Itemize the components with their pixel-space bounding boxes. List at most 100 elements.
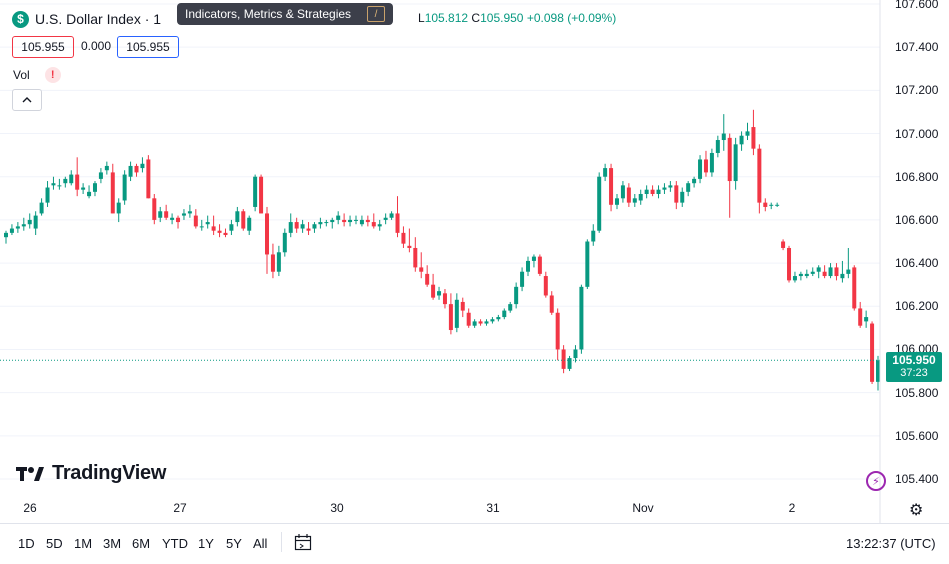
price-tick-label: 105.400	[895, 472, 939, 486]
candle	[656, 185, 661, 199]
candle-body	[359, 219, 364, 225]
candle	[45, 181, 50, 207]
buy-price-box[interactable]: 105.955	[117, 36, 179, 58]
candle-body	[330, 219, 335, 223]
price-tick-label: 106.200	[895, 299, 939, 314]
time-tick-label: 31	[486, 501, 500, 515]
candle	[466, 308, 471, 328]
candle	[520, 267, 525, 292]
candle-body	[63, 178, 68, 184]
candle	[51, 176, 56, 190]
timeframe-1y-button[interactable]: 1Y	[198, 536, 214, 551]
candle	[98, 168, 103, 184]
candle-body	[448, 304, 453, 331]
candle-body	[709, 152, 714, 173]
timeframe-all-button[interactable]: All	[253, 536, 268, 551]
timeframe-5d-button[interactable]: 5D	[46, 536, 63, 551]
candle	[377, 219, 382, 231]
candle	[128, 161, 133, 182]
warning-icon[interactable]: !	[44, 67, 61, 83]
timeframe-3m-button[interactable]: 3M	[103, 536, 122, 551]
candle	[401, 226, 406, 248]
candle	[152, 194, 157, 225]
candle-body	[33, 215, 38, 229]
candle-body	[353, 219, 358, 221]
symbol-name[interactable]: U.S. Dollar Index · 1	[35, 11, 162, 27]
candle	[437, 286, 442, 300]
candle	[810, 267, 815, 277]
sell-price-box[interactable]: 105.955	[12, 36, 74, 58]
candle	[781, 239, 786, 251]
candle-body	[567, 358, 572, 369]
candle-body	[241, 211, 246, 229]
candle-body	[870, 323, 875, 382]
candle	[395, 196, 400, 238]
candle	[514, 282, 519, 309]
tradingview-logo[interactable]: TradingView	[16, 462, 166, 485]
candle-body	[787, 247, 792, 281]
candle	[294, 217, 299, 233]
calendar-range-icon[interactable]	[294, 533, 312, 551]
candle-body	[466, 312, 471, 326]
candle	[241, 209, 246, 231]
candle-series	[4, 109, 880, 391]
candle	[585, 239, 590, 289]
candle-body	[134, 165, 139, 173]
candle-body	[324, 222, 329, 224]
candle-body	[371, 222, 376, 227]
candle-body	[555, 312, 560, 350]
timeframe-6m-button[interactable]: 6M	[132, 536, 151, 551]
candle	[27, 213, 32, 229]
candle-body	[502, 310, 507, 318]
candle	[496, 314, 501, 322]
candle	[140, 157, 145, 173]
candle	[33, 211, 38, 236]
candle	[348, 215, 353, 227]
candle	[620, 181, 625, 203]
candle	[270, 243, 275, 279]
candle	[834, 263, 839, 281]
candle-body	[9, 228, 14, 233]
candle-body	[15, 226, 20, 229]
candle	[727, 133, 732, 218]
candle	[715, 135, 720, 158]
candle	[549, 291, 554, 315]
candle-body	[181, 213, 186, 216]
candle-body	[864, 317, 869, 322]
candle-body	[775, 204, 780, 206]
symbol-legend[interactable]: $ U.S. Dollar Index · 1	[12, 9, 161, 29]
price-tick-label: 105.800	[895, 385, 939, 400]
candle	[484, 319, 489, 326]
candle-body	[852, 267, 857, 309]
candle	[840, 260, 845, 283]
candle	[822, 265, 827, 279]
candle	[15, 222, 20, 233]
candle	[674, 181, 679, 210]
collapse-legend-button[interactable]	[12, 89, 42, 111]
lightning-icon[interactable]: ⚡	[866, 471, 886, 491]
timeframe-ytd-button[interactable]: YTD	[162, 536, 188, 551]
timeframe-1d-button[interactable]: 1D	[18, 536, 35, 551]
price-tick-label: 107.400	[895, 40, 939, 55]
gear-icon[interactable]: ⚙	[909, 502, 924, 519]
timeframe-1m-button[interactable]: 1M	[74, 536, 93, 551]
candle	[336, 211, 341, 225]
candle-body	[98, 172, 103, 179]
candle-body	[579, 286, 584, 350]
candle	[804, 269, 809, 279]
candle-body	[543, 276, 548, 296]
candle-body	[514, 286, 519, 305]
timeframe-5y-button[interactable]: 5Y	[226, 536, 242, 551]
candle	[81, 183, 86, 194]
candle	[75, 157, 80, 197]
candle	[193, 209, 198, 229]
utc-clock[interactable]: 13:22:37 (UTC)	[846, 536, 936, 551]
candle-body	[816, 267, 821, 272]
candle-body	[288, 222, 293, 233]
volume-legend[interactable]: Vol !	[13, 67, 61, 83]
candle	[353, 215, 358, 225]
candle-body	[757, 148, 762, 203]
last-price-tag: 105.950 37:23	[886, 352, 942, 382]
candle-body	[199, 226, 204, 228]
